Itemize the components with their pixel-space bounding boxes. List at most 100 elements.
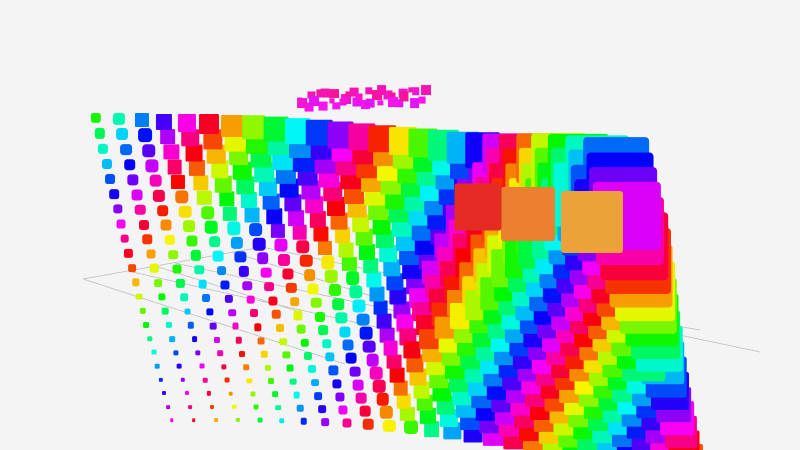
scatter-marker (389, 367, 405, 383)
scatter-marker (147, 335, 153, 342)
scatter-marker (235, 418, 240, 423)
scatter-marker (191, 418, 196, 423)
scatter-marker (234, 251, 246, 263)
scatter-marker (243, 364, 249, 370)
floating-scatter-marker (383, 90, 393, 100)
scatter-marker (282, 268, 294, 280)
scatter-marker (232, 161, 252, 180)
scatter-marker (379, 406, 393, 419)
scatter-marker (163, 144, 179, 160)
scatter-marker (116, 219, 126, 229)
scatter-marker (182, 220, 195, 233)
scatter-marker (420, 407, 437, 425)
scatter-marker (214, 175, 232, 193)
scatter-marker (293, 310, 303, 320)
scatter-marker (210, 160, 229, 178)
scatter-marker (149, 174, 163, 188)
scatter-marker (419, 328, 439, 349)
scatter-marker (153, 189, 166, 202)
scatter-marker (321, 255, 335, 270)
scatter-marker (109, 189, 119, 199)
floating-scatter-marker (409, 98, 420, 108)
scatter-marker (379, 327, 395, 343)
scatter-marker (279, 337, 287, 346)
scatter-marker (271, 391, 278, 398)
scatter-marker (224, 377, 230, 383)
scatter-marker (175, 190, 189, 204)
scatter-marker (264, 364, 272, 371)
scatter-marker (282, 351, 291, 359)
scatter-marker (342, 256, 357, 272)
floating-scatter-marker (307, 91, 316, 99)
scatter-marker (342, 418, 352, 428)
scatter-marker (296, 239, 310, 254)
scatter-marker (105, 174, 116, 184)
scatter-marker (145, 159, 159, 173)
scatter-marker (188, 404, 193, 409)
scatter-marker (203, 129, 223, 149)
scatter-marker (375, 230, 394, 249)
scatter-marker (218, 191, 235, 207)
scatter-marker (352, 379, 364, 391)
scatter-marker (189, 159, 206, 177)
scatter-marker (123, 158, 136, 171)
scatter-marker (199, 114, 220, 135)
scatter-marker (252, 237, 266, 251)
scatter-marker (197, 190, 212, 206)
scatter-marker (177, 113, 196, 132)
scatter-marker (180, 377, 186, 383)
scatter-marker (193, 175, 209, 191)
scatter-marker (242, 115, 266, 140)
scatter-marker (253, 323, 262, 331)
scatter-marker (187, 322, 195, 329)
scatter-marker (275, 324, 284, 332)
scatter-marker (260, 267, 272, 278)
floating-scatter-marker (365, 98, 375, 108)
floating-scatter-marker (320, 88, 330, 98)
scatter-marker (292, 224, 307, 240)
scatter-marker (151, 349, 157, 355)
floating-scatter-marker (365, 87, 373, 95)
scatter-marker (220, 114, 243, 137)
scatter-marker (158, 377, 163, 382)
scatter-marker (409, 368, 427, 386)
scatter-marker (135, 293, 143, 301)
scatter-marker (134, 113, 149, 128)
scatter-marker (184, 391, 189, 396)
scatter-marker (318, 325, 329, 336)
scatter-marker (400, 406, 415, 422)
scatter-marker (256, 252, 269, 265)
scatter-marker (324, 270, 338, 283)
scatter-marker (258, 177, 277, 196)
scatter-marker (143, 321, 150, 328)
scatter-marker (305, 195, 324, 214)
scatter-marker (141, 143, 156, 158)
scatter-marker (393, 380, 408, 396)
scatter-marker (356, 313, 370, 326)
scatter-marker (217, 350, 224, 356)
scatter-marker (376, 313, 392, 329)
scatter-marker (278, 253, 291, 266)
scatter-marker (330, 212, 348, 230)
floating-scatter-marker (329, 98, 335, 104)
scatter-marker (396, 314, 414, 332)
scatter-marker (345, 352, 357, 364)
scatter-marker (181, 129, 200, 147)
scatter-marker (314, 391, 323, 400)
scatter-marker (206, 391, 211, 396)
scatter-marker (297, 324, 306, 334)
scatter-marker (240, 192, 257, 209)
scatter-marker (379, 244, 398, 263)
scatter-marker (98, 143, 109, 154)
scatter-marker (207, 145, 226, 164)
scatter-marker (127, 174, 139, 186)
scatter-marker (332, 379, 342, 389)
scatter-marker (90, 112, 102, 124)
scatter-marker (171, 174, 186, 189)
scatter-marker (355, 228, 373, 246)
scatter-marker (369, 286, 385, 302)
scatter-marker (185, 144, 203, 162)
scatter-marker (338, 405, 348, 415)
scatter-marker (209, 322, 217, 330)
scatter-marker (124, 249, 133, 258)
